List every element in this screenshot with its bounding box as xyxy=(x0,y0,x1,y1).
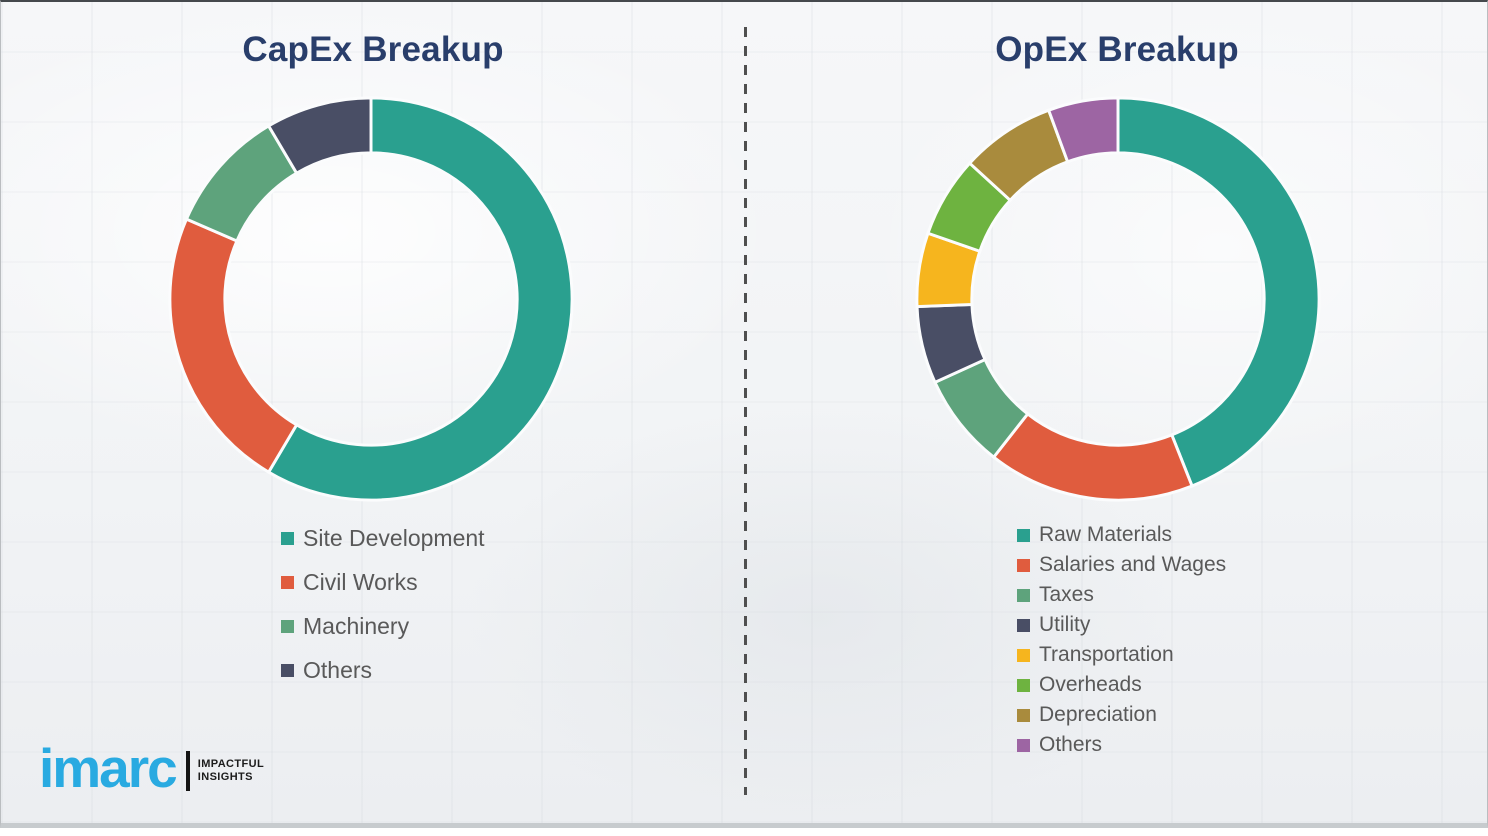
legend-item: Others xyxy=(281,648,485,692)
legend-item: Utility xyxy=(1017,610,1226,640)
legend-label: Site Development xyxy=(303,524,485,551)
donut-segment-salaries-and-wages xyxy=(991,411,1194,502)
legend-item: Civil Works xyxy=(281,560,485,604)
legend-label: Others xyxy=(303,656,373,683)
capex-legend: Site Development Civil Works Machinery Othe… xyxy=(281,516,485,692)
logo-tagline-line2: INSIGHTS xyxy=(197,771,253,783)
legend-marker xyxy=(281,663,294,677)
imarc-logo-wordmark: imarc xyxy=(39,737,178,799)
logo-tagline: IMPACTFUL INSIGHTS xyxy=(198,758,264,784)
legend-item: Taxes xyxy=(1017,580,1226,610)
dashed-vertical-divider xyxy=(744,27,747,795)
opex-legend: Raw Materials Salaries and Wages Taxes Util… xyxy=(1017,520,1226,760)
legend-label: Depreciation xyxy=(1039,703,1157,726)
legend-label: Machinery xyxy=(303,612,410,639)
legend-item: Depreciation xyxy=(1017,700,1226,730)
legend-label: Taxes xyxy=(1039,583,1094,606)
logo-divider-bar xyxy=(185,751,190,791)
legend-label: Civil Works xyxy=(303,568,418,595)
legend-marker xyxy=(1017,618,1030,632)
legend-item: Others xyxy=(1017,730,1226,760)
legend-item: Raw Materials xyxy=(1017,520,1226,550)
donut-segment-raw-materials xyxy=(1116,96,1321,488)
legend-marker xyxy=(281,531,294,545)
logo-tagline-line1: IMPACTFUL xyxy=(197,758,265,770)
capex-chart-title: CapEx Breakup xyxy=(242,30,504,69)
legend-marker xyxy=(1017,708,1030,722)
imarc-logo: imarc IMPACTFUL INSIGHTS xyxy=(39,738,264,798)
legend-label: Overheads xyxy=(1039,673,1142,696)
legend-marker xyxy=(1017,678,1030,692)
legend-marker xyxy=(1017,738,1030,752)
legend-marker xyxy=(1017,648,1030,662)
donut-segment-civil-works xyxy=(168,217,299,475)
capex-donut-chart xyxy=(168,96,574,502)
legend-item: Site Development xyxy=(281,516,485,560)
legend-label: Raw Materials xyxy=(1039,523,1173,546)
legend-marker xyxy=(281,575,294,589)
legend-marker xyxy=(1017,588,1030,602)
legend-label: Others xyxy=(1039,733,1103,756)
donut-segment-others xyxy=(266,96,373,176)
legend-marker xyxy=(1017,528,1030,542)
legend-label: Transportation xyxy=(1039,643,1174,666)
opex-donut-chart xyxy=(915,96,1321,502)
donut-segment-site-development xyxy=(266,96,574,502)
legend-marker xyxy=(281,619,294,633)
legend-item: Overheads xyxy=(1017,670,1226,700)
legend-item: Machinery xyxy=(281,604,485,648)
opex-chart-title: OpEx Breakup xyxy=(995,30,1239,69)
legend-item: Transportation xyxy=(1017,640,1226,670)
legend-label: Utility xyxy=(1039,613,1091,636)
legend-marker xyxy=(1017,558,1030,572)
legend-item: Salaries and Wages xyxy=(1017,550,1226,580)
donut-segment-others xyxy=(1046,96,1120,164)
legend-label: Salaries and Wages xyxy=(1039,553,1227,576)
